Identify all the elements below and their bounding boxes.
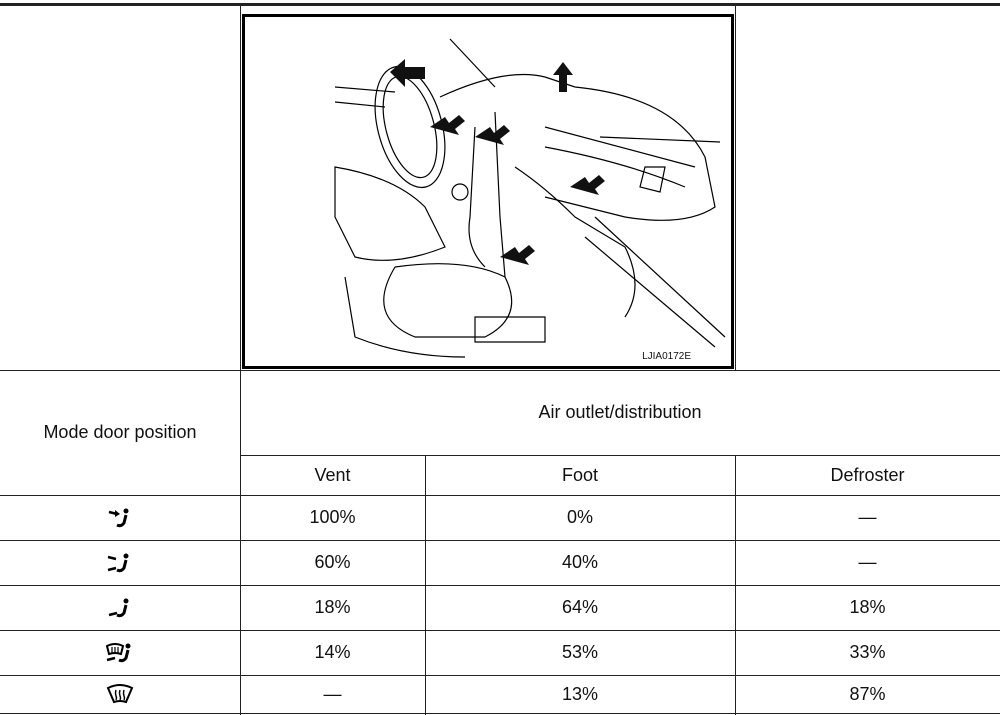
dashboard-drawing [334,38,726,358]
figure-code: LJIA0172E [642,351,691,362]
h-line [0,370,1000,371]
icon [108,508,129,527]
table-cell: 14% [314,642,351,662]
column-header: Defroster [830,464,905,485]
table-cell: — [858,507,877,527]
table-cell: 60% [314,552,351,572]
h-line [240,455,1000,456]
table-cell: 33% [849,642,886,662]
mode-icon-defrost [0,675,240,713]
v-line [240,5,241,715]
icon [108,598,129,617]
icon [106,684,134,704]
table-cell: 100% [309,507,356,527]
h-line [0,585,1000,586]
table-cell: 0% [566,507,593,527]
h-line [0,540,1000,541]
column-header: Vent [314,464,351,485]
mode-icon-foot [0,585,240,630]
h-line [0,713,1000,714]
table-cell: 87% [849,683,886,704]
top-rule [0,3,1000,6]
h-line [0,630,1000,631]
table-cell: 40% [561,552,599,572]
column-header: Foot [561,464,599,485]
table-cell: — [323,683,342,704]
table-cell: 18% [314,597,351,617]
h-line [0,675,1000,676]
illustration: LJIA0172E [242,14,734,369]
group-header: Air outlet/distribution [538,402,702,422]
table-cell: 13% [561,683,599,704]
table-cell: 64% [561,597,599,617]
row-header: Mode door position [43,422,197,442]
mode-icon-bilevel [0,540,240,585]
h-line [0,495,1000,496]
icon [105,642,131,662]
v-line [735,5,736,370]
table-cell: 53% [561,642,599,662]
table-cell: — [858,552,877,572]
mode-icon-vent [0,495,240,540]
icon [107,553,129,572]
mode-icon-foot-defrost [0,630,240,675]
table-cell: 18% [849,597,886,617]
